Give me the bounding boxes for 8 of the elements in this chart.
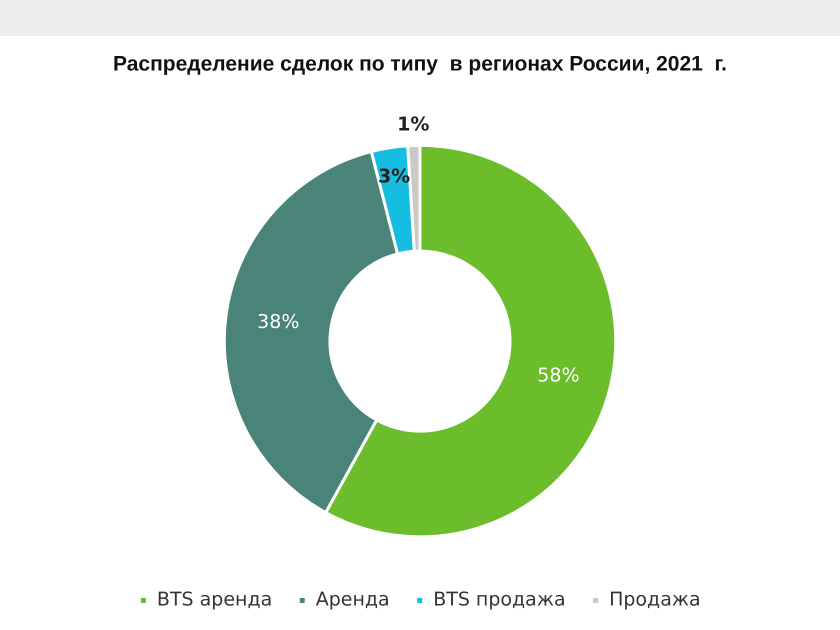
- data-label: 58%: [537, 364, 580, 387]
- chart-title: Распределение сделок по типу в регионах России, 2021 г.: [113, 52, 727, 76]
- legend-label: Продажа: [609, 588, 701, 610]
- data-label: 38%: [257, 311, 300, 334]
- legend-label: Аренда: [316, 588, 390, 610]
- data-label: 1%: [397, 113, 430, 136]
- legend-label: BTS продажа: [433, 588, 566, 610]
- legend-label: BTS аренда: [156, 588, 272, 610]
